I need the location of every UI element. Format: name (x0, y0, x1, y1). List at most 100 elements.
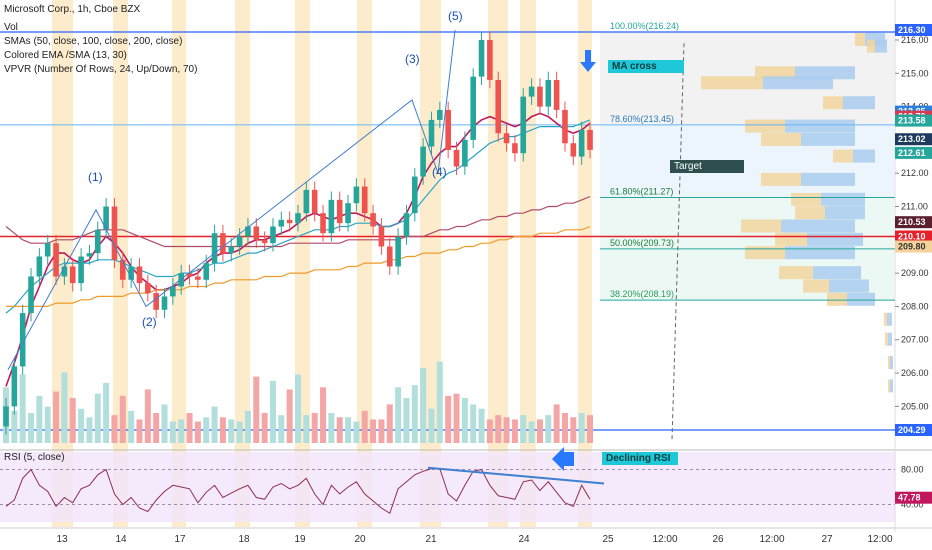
vpvr-up-bar-10 (825, 206, 865, 220)
candle-body-12 (103, 206, 109, 230)
y-tick-label-7: 209.00 (901, 268, 929, 278)
volume-bar-24 (203, 417, 210, 443)
x-tick-label-10: 26 (712, 534, 724, 545)
y-tick-label-8: 208.00 (901, 301, 929, 311)
x-tick-label-12: 27 (821, 534, 833, 545)
x-tick-label-8: 25 (602, 534, 614, 545)
volume-bar-50 (420, 368, 427, 443)
vpvr-up-bar-20 (890, 379, 893, 393)
rsi-tick-label-1: 40.00 (901, 500, 924, 510)
volume-bar-43 (361, 410, 368, 443)
legend-smas: SMAs (50, close, 100, close, 200, close) (4, 36, 183, 47)
wave-label-3: (4) (432, 165, 447, 179)
rsi-tick-label-0: 80.00 (901, 465, 924, 475)
candle-body-47 (395, 236, 401, 267)
fib-label-4: 38.20%(208.19) (610, 289, 674, 299)
candle-body-69 (578, 129, 585, 157)
fib-label-2: 61.80%(211.27) (610, 187, 673, 197)
candle-body-64 (537, 86, 543, 107)
volume-bar-6 (53, 391, 60, 443)
vpvr-up-bar-3 (763, 76, 833, 90)
price-badge-7 (895, 230, 932, 243)
candle-body-4 (36, 256, 43, 277)
volume-bar-45 (378, 419, 385, 443)
candle-body-42 (353, 186, 360, 204)
rsi-badge (895, 491, 932, 504)
candle-body-52 (437, 109, 443, 120)
volume-bar-14 (119, 395, 126, 443)
vpvr-down-bar-14 (779, 266, 813, 280)
volume-bar-56 (470, 404, 477, 443)
vpvr-down-bar-11 (741, 219, 781, 233)
candle-body-14 (120, 259, 126, 280)
candle-body-46 (386, 246, 393, 267)
volume-bar-66 (553, 404, 560, 443)
volume-bar-25 (211, 406, 218, 443)
volume-bar-65 (545, 415, 552, 443)
x-tick-label-5: 20 (354, 534, 366, 545)
volume-bar-51 (428, 408, 435, 443)
y-tick-label-11: 205.00 (901, 401, 929, 411)
x-tick-label-1: 14 (115, 534, 127, 545)
candle-body-3 (28, 276, 34, 314)
price-badge-5 (895, 146, 932, 159)
candle-body-55 (462, 139, 468, 167)
session-band-9 (578, 0, 592, 527)
volume-bar-34 (286, 389, 293, 443)
candle-body-37 (311, 189, 318, 214)
vpvr-up-bar-19 (890, 356, 893, 370)
volume-bar-38 (320, 387, 327, 443)
candle-body-49 (412, 176, 418, 214)
vpvr-down-bar-16 (827, 292, 847, 306)
candle-body-26 (220, 233, 226, 254)
vpvr-up-bar-2 (795, 66, 855, 80)
candle-body-50 (420, 146, 426, 177)
candle-body-24 (203, 263, 210, 280)
candle-body-57 (478, 39, 485, 77)
price-badge-text-5: 212.61 (898, 148, 926, 158)
vpvr-up-bar-1 (875, 39, 887, 53)
y-tick-label-9: 207.00 (901, 335, 929, 345)
candle-body-36 (303, 189, 310, 214)
candle-body-43 (361, 186, 368, 214)
session-band-3 (235, 0, 250, 527)
volume-bar-17 (144, 389, 151, 443)
price-badge-text-6: 210.53 (898, 217, 926, 227)
candle-body-60 (503, 133, 510, 144)
volume-bar-32 (269, 380, 276, 443)
volume-bar-31 (261, 413, 268, 443)
volume-bar-11 (94, 393, 101, 443)
y-tick-label-1: 215.00 (901, 68, 929, 78)
candle-body-21 (178, 273, 184, 287)
x-tick-label-9: 12:00 (652, 534, 677, 545)
price-badge-9 (895, 424, 932, 437)
vpvr-down-bar-12 (775, 232, 807, 246)
down-arrow-icon (580, 50, 596, 72)
vpvr-down-bar-4 (823, 96, 843, 110)
volume-bar-2 (19, 374, 26, 443)
volume-bar-63 (528, 421, 535, 443)
volume-bar-27 (228, 419, 235, 443)
price-badge-3 (895, 114, 932, 127)
candle-body-54 (453, 149, 460, 167)
vpvr-down-bar-0 (855, 32, 865, 46)
rsi-divergence-line (427, 466, 605, 485)
volume-bar-64 (536, 419, 543, 443)
wave-label-4: (5) (448, 9, 463, 23)
vpvr-up-bar-15 (829, 279, 869, 293)
candle-body-29 (245, 226, 251, 237)
candle-body-66 (553, 79, 560, 110)
volume-bar-7 (61, 372, 68, 443)
x-tick-label-11: 12:00 (759, 534, 784, 545)
vpvr-down-bar-17 (884, 312, 887, 326)
price-badge-text-7: 210.10 (898, 231, 926, 241)
candle-body-58 (487, 39, 493, 80)
volume-bar-40 (336, 417, 343, 443)
candle-body-9 (78, 256, 84, 284)
y-tick-label-5: 211.00 (901, 202, 928, 212)
candle-body-6 (53, 243, 59, 277)
vpvr-up-bar-18 (888, 332, 892, 346)
vpvr-down-bar-6 (761, 132, 801, 146)
volume-bar-30 (253, 376, 260, 443)
